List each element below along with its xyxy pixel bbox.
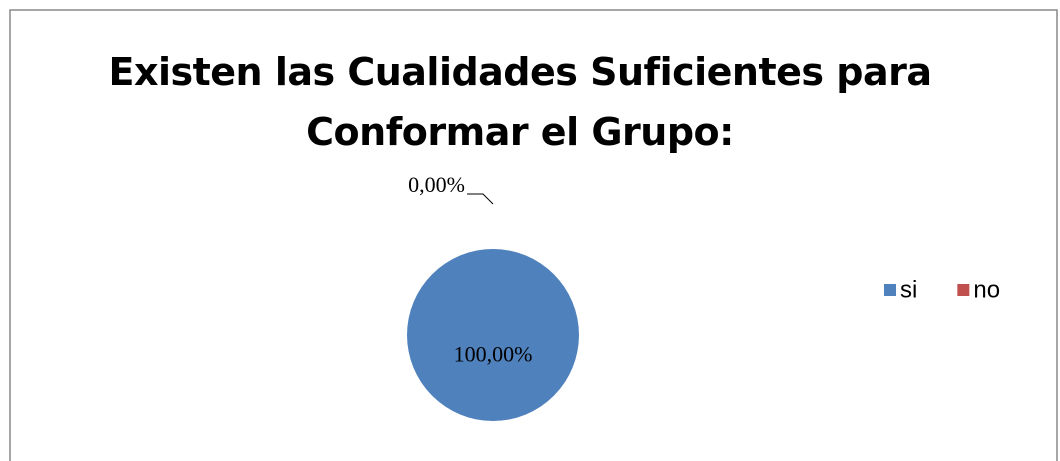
- data-label: 0,00%: [408, 172, 465, 197]
- legend-swatch: [957, 284, 970, 296]
- chart-border: [9, 9, 1058, 461]
- legend-label: si: [900, 276, 917, 303]
- legend-label: no: [973, 276, 1000, 303]
- legend-swatch: [884, 284, 896, 296]
- pie-slice: [407, 249, 579, 421]
- leader-line: [467, 193, 494, 205]
- chart-title: Existen las Cualidades Suficientes para …: [108, 50, 932, 154]
- data-label: 100,00%: [454, 342, 533, 367]
